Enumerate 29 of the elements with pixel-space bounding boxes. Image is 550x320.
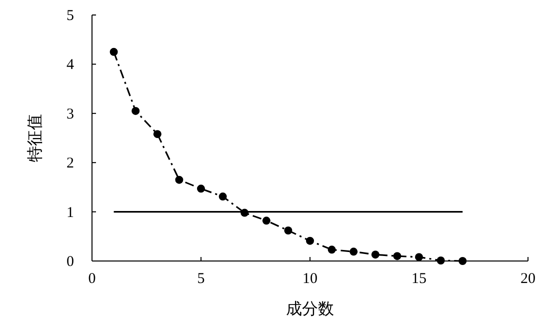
y-tick-label: 1 bbox=[66, 204, 74, 221]
point bbox=[328, 246, 336, 254]
x-tick-label: 0 bbox=[88, 271, 96, 287]
point bbox=[393, 252, 402, 260]
y-tick-label: 3 bbox=[66, 106, 74, 122]
x-tick-label: 5 bbox=[197, 271, 205, 287]
point bbox=[262, 216, 270, 225]
x-axis-title: 成分数 bbox=[286, 300, 334, 318]
y-tick-label: 4 bbox=[66, 57, 74, 74]
y-tick-label: 5 bbox=[66, 8, 74, 24]
y-tick-label: 0 bbox=[66, 254, 74, 270]
point bbox=[197, 184, 205, 193]
x-tick-label: 10 bbox=[302, 271, 318, 287]
y-tick-label: 2 bbox=[66, 156, 74, 172]
y-axis-title: 特征值 bbox=[26, 114, 44, 162]
point bbox=[110, 48, 118, 56]
x-tick-label: 20 bbox=[520, 271, 536, 287]
point bbox=[132, 106, 140, 115]
point bbox=[350, 248, 358, 256]
point bbox=[458, 257, 467, 265]
x-tick-label: 15 bbox=[412, 271, 426, 287]
point bbox=[415, 253, 423, 262]
point bbox=[218, 192, 227, 201]
point bbox=[153, 130, 162, 138]
point bbox=[284, 226, 292, 234]
point bbox=[371, 250, 380, 259]
point bbox=[436, 256, 445, 265]
point bbox=[175, 176, 184, 184]
point bbox=[306, 236, 314, 245]
